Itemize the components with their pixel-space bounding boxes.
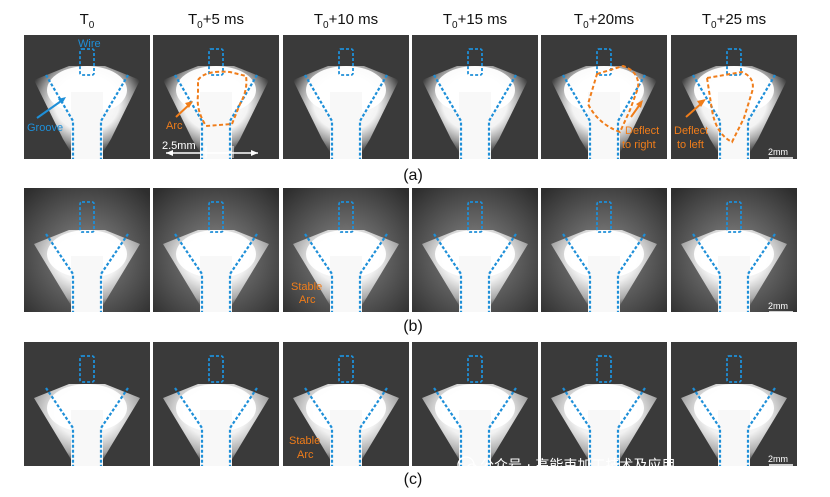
column-header-2: T0+10 ms [314, 11, 378, 31]
watermark: 公众号 · 高能束加工技术及应用 [457, 456, 675, 475]
column-header-5: T0+25 ms [702, 11, 766, 31]
stable-arc-c-line1: Stable [289, 435, 320, 447]
row-label-c: (c) [404, 471, 423, 488]
column-header-3: T0+15 ms [443, 11, 507, 31]
arc-arrowhead [185, 101, 193, 108]
frame-r1-c5 [671, 188, 797, 312]
scale-bar-c: 2mm [768, 454, 793, 466]
frame-r1-c0 [24, 188, 150, 312]
frame-r2-c1 [153, 342, 279, 466]
svg-text:2mm: 2mm [768, 147, 788, 157]
stable-arc-c-line2: Arc [297, 449, 314, 461]
deflect-left-arrowhead [697, 99, 706, 107]
deflect-right-line1: Deflect [625, 125, 659, 137]
row-label-b: (b) [403, 318, 423, 335]
wire-label: Wire [78, 38, 101, 50]
frame-r0-c5 [671, 35, 797, 159]
width-label: 2.5mm [162, 140, 196, 152]
frame-r0-c4 [541, 35, 667, 159]
column-header-1: T0+5 ms [188, 11, 244, 31]
frame-r1-c2 [283, 188, 409, 312]
frame-r0-c0 [24, 35, 150, 159]
svg-text:2mm: 2mm [768, 454, 788, 464]
groove-label: Groove [27, 122, 63, 134]
scale-bar-a: 2mm [768, 147, 793, 159]
row-label-a: (a) [403, 167, 423, 184]
column-headers: T0 T0+5 ms T0+10 ms T0+15 ms T0+20ms T0+25 ms [80, 11, 767, 31]
scale-bar-b: 2mm [768, 301, 793, 313]
frame-r2-c3 [412, 342, 538, 466]
frame-r2-c2 [283, 342, 409, 466]
arc-label: Arc [166, 120, 183, 132]
frames-grid [24, 35, 797, 466]
column-header-4: T0+20ms [574, 11, 634, 31]
groove-arrowhead [58, 97, 66, 104]
frame-r0-c3 [412, 35, 538, 159]
frame-r1-c1 [153, 188, 279, 312]
frame-r2-c4 [541, 342, 667, 466]
frame-r0-c2 [283, 35, 409, 159]
watermark-text: 公众号 · 高能束加工技术及应用 [480, 457, 675, 474]
frame-r2-c0 [24, 342, 150, 466]
stable-arc-b-line2: Arc [299, 294, 316, 306]
deflect-right-line2: to right [622, 139, 656, 151]
frame-r2-c5 [671, 342, 797, 466]
column-header-0: T0 [80, 11, 95, 31]
svg-text:2mm: 2mm [768, 301, 788, 311]
stable-arc-b-line1: Stable [291, 281, 322, 293]
width-arrowhead-right [251, 150, 258, 156]
deflect-right-arrowhead [636, 100, 643, 108]
arc-outlines-row-a [196, 64, 754, 144]
deflect-left-line1: Deflect [674, 125, 708, 137]
deflect-left-line2: to left [677, 139, 704, 151]
width-arrowhead-left [166, 150, 173, 156]
groove-arrow [36, 98, 65, 119]
frame-r1-c3 [412, 188, 538, 312]
frame-r1-c4 [541, 188, 667, 312]
